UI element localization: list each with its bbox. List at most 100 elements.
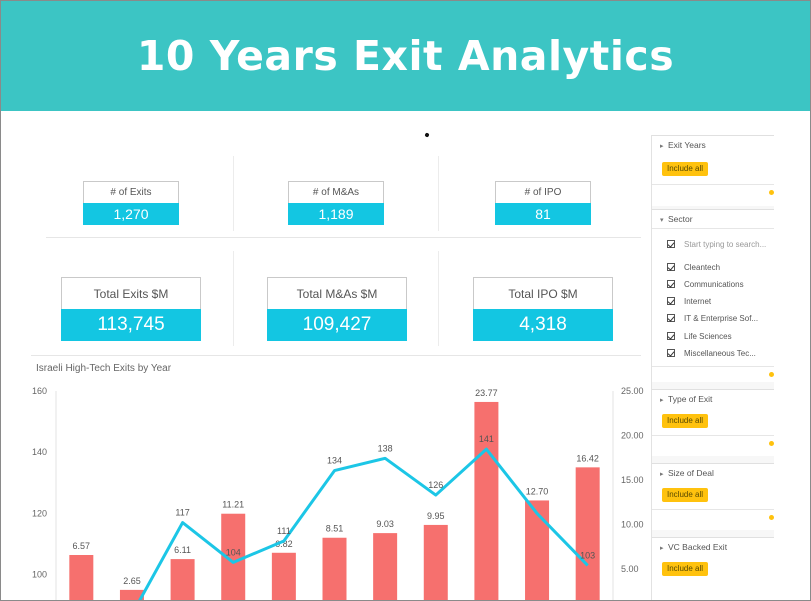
search-input[interactable]: Start typing to search... [684,240,767,249]
line-value-label: 104 [226,547,241,557]
divider [652,366,774,367]
divider [31,355,641,356]
filter-panel: ▸ Exit Years Include all ▾ Sector Start ty… [651,135,774,600]
checkbox-checked-icon[interactable] [667,240,675,248]
kpi-value: 109,427 [267,309,407,341]
scroll-dot[interactable] [769,190,774,195]
kpi-label: Total IPO $M [473,277,613,309]
divider [46,237,641,238]
filter-type-of-exit: ▸ Type of Exit Include all [652,389,774,456]
filter-header[interactable]: ▾ Sector [652,210,774,228]
bar-value-label: 6.11 [174,545,191,555]
right-axis-tick-label: 20.00 [621,430,644,440]
bar [119,589,144,600]
title-banner: 10 Years Exit Analytics [1,1,810,111]
sector-item[interactable]: Internet [667,296,711,308]
sector-item-label: Cleantech [684,263,721,272]
scroll-dot[interactable] [769,372,774,377]
bar-value-label: 9.95 [427,511,445,521]
kpi-label: # of M&As [288,181,384,203]
bar [525,500,550,600]
include-all-button[interactable]: Include all [662,562,709,576]
bar [474,401,499,600]
divider [438,156,439,231]
sector-item[interactable]: Life Sciences [667,331,732,343]
bar [69,555,94,600]
left-axis-tick-label: 160 [32,386,47,396]
stray-mark [424,132,430,138]
filter-exit-years: ▸ Exit Years Include all [652,135,774,206]
divider [652,509,774,510]
sector-item[interactable]: Communications [667,279,744,291]
kpi-value: 1,270 [83,203,179,225]
caret-right-icon: ▸ [660,545,664,552]
divider [652,228,774,229]
divider [233,156,234,231]
line-value-label: 103 [580,550,595,560]
line-value-label: 117 [175,508,189,518]
exits-count-line [138,447,589,600]
filter-header[interactable]: ▸ Size of Deal [652,464,774,482]
bar [373,533,398,600]
kpi-value: 113,745 [61,309,201,341]
divider [652,184,774,185]
caret-right-icon: ▸ [660,143,664,150]
filter-size-of-deal: ▸ Size of Deal Include all [652,463,774,530]
sector-search[interactable]: Start typing to search... [667,239,766,251]
include-all-button[interactable]: Include all [662,414,709,428]
sector-item[interactable]: Cleantech [667,262,720,274]
line-value-label: 141 [479,434,494,444]
kpi-mas-count: # of M&As 1,189 [288,181,384,225]
chart-title: Israeli High-Tech Exits by Year [36,363,172,374]
right-axis-tick-label: 25.00 [621,386,644,396]
checkbox-checked-icon[interactable] [667,314,675,322]
scroll-dot[interactable] [769,441,774,446]
kpi-total-ipo: Total IPO $M 4,318 [473,277,613,341]
right-axis-tick-label: 5.00 [621,564,639,574]
scroll-dot[interactable] [769,515,774,520]
kpi-exits-count: # of Exits 1,270 [83,181,179,225]
bar [271,552,296,600]
bar-value-label: 8.51 [326,524,344,534]
kpi-label: # of Exits [83,181,179,203]
line-value-label: 111 [277,526,291,536]
checkbox-checked-icon[interactable] [667,349,675,357]
sector-item[interactable]: Miscellaneous Tec... [667,348,756,360]
kpi-label: Total Exits $M [61,277,201,309]
sector-item-label: Life Sciences [684,332,732,341]
left-axis-tick-label: 140 [32,447,47,457]
kpi-ipo-count: # of IPO 81 [495,181,591,225]
dashboard: # of Exits 1,270 # of M&As 1,189 # of IP… [1,111,810,600]
sector-item[interactable]: IT & Enterprise Sof... [667,313,758,325]
divider [438,251,439,346]
caret-right-icon: ▸ [660,397,664,404]
include-all-button[interactable]: Include all [662,162,709,176]
divider [233,251,234,346]
filter-header[interactable]: ▸ Type of Exit [652,390,774,408]
filter-header[interactable]: ▸ VC Backed Exit [652,538,774,556]
filter-header[interactable]: ▸ Exit Years [652,136,774,154]
kpi-label: # of IPO [495,181,591,203]
checkbox-checked-icon[interactable] [667,263,675,271]
bar-value-label: 16.42 [576,453,599,463]
line-value-label: 138 [378,443,393,453]
right-axis-tick-label: 10.00 [621,519,644,529]
right-axis-tick-label: 15.00 [621,475,644,485]
checkbox-checked-icon[interactable] [667,332,675,340]
bar [423,524,448,600]
left-axis-tick-label: 120 [32,508,47,518]
bar [170,559,195,600]
sector-item-label: Miscellaneous Tec... [684,349,756,358]
page-title: 10 Years Exit Analytics [136,32,675,80]
checkbox-checked-icon[interactable] [667,280,675,288]
bar-value-label: 23.77 [475,388,498,398]
line-value-label: 126 [428,480,443,490]
kpi-value: 81 [495,203,591,225]
bar [575,467,600,600]
checkbox-checked-icon[interactable] [667,297,675,305]
include-all-button[interactable]: Include all [662,488,709,502]
divider [652,435,774,436]
left-axis-tick-label: 100 [32,570,47,580]
kpi-total-mas: Total M&As $M 109,427 [267,277,407,341]
